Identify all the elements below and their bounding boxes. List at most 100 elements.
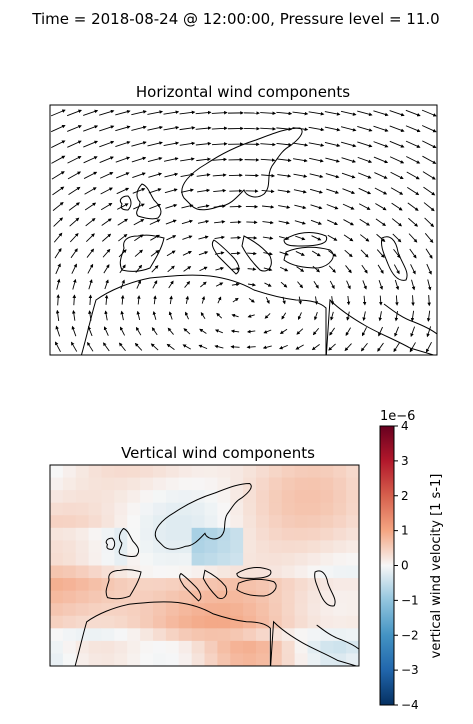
heatmap-cell <box>307 465 321 479</box>
heatmap-cell <box>346 615 359 629</box>
wind-arrow <box>133 219 145 226</box>
heatmap-cell <box>191 653 205 666</box>
wind-arrow <box>261 189 275 194</box>
wind-arrow <box>201 295 206 304</box>
wind-arrow <box>215 282 224 287</box>
heatmap-cell <box>165 615 180 629</box>
wind-arrow <box>279 251 289 256</box>
coastline-segment <box>105 537 116 550</box>
heatmap-cell <box>191 590 205 604</box>
wind-arrow <box>280 281 288 288</box>
heatmap-cell <box>140 565 154 579</box>
heatmap-cell <box>140 578 154 592</box>
wind-arrow <box>67 156 82 164</box>
heatmap-cell <box>333 578 347 592</box>
heatmap-cell <box>256 628 270 642</box>
wind-arrow <box>358 187 372 195</box>
heatmap-cell <box>320 603 334 617</box>
wind-arrow <box>104 310 108 321</box>
heatmap-cell <box>178 552 193 566</box>
heatmap-cell <box>268 628 283 642</box>
wind-arrow <box>373 125 389 132</box>
heatmap-cell <box>88 565 102 579</box>
wind-arrow <box>327 234 338 241</box>
wind-arrow <box>325 173 340 179</box>
heatmap-cell <box>114 552 128 566</box>
wind-arrow <box>67 125 82 132</box>
wind-arrow <box>358 172 372 179</box>
wind-arrow <box>87 341 94 352</box>
wind-arrow <box>276 111 293 116</box>
wind-arrow <box>374 187 388 195</box>
heatmap-cell <box>346 565 359 579</box>
heatmap-cell <box>50 540 64 554</box>
heatmap-cell <box>88 515 102 529</box>
coastline-segment <box>119 195 132 211</box>
wind-arrow <box>346 311 350 321</box>
heatmap-cell <box>204 628 218 642</box>
heatmap-cell <box>243 603 257 617</box>
wind-arrow <box>88 279 93 290</box>
colorbar-tick-label: −3 <box>401 663 419 677</box>
wind-arrow <box>405 125 421 133</box>
wind-arrow <box>88 294 93 306</box>
coastline-segment <box>154 482 252 550</box>
heatmap-cell <box>281 615 296 629</box>
heatmap-cell <box>127 603 141 617</box>
heatmap-cell <box>165 490 180 504</box>
wind-arrow <box>149 219 161 225</box>
heatmap-cell <box>75 603 90 617</box>
wind-arrow <box>427 279 432 291</box>
wind-arrow <box>134 342 143 351</box>
heatmap-cell <box>333 490 347 504</box>
heatmap-cell <box>333 590 347 604</box>
wind-arrow <box>296 266 305 272</box>
wind-arrow <box>50 109 66 117</box>
heatmap-cell <box>346 603 359 617</box>
wind-arrow <box>389 156 405 164</box>
heatmap-cell <box>50 490 64 504</box>
heatmap-cell <box>256 465 270 479</box>
wind-arrow <box>183 266 192 272</box>
heatmap-cell <box>294 640 308 654</box>
heatmap-cell <box>320 565 334 579</box>
heatmap-cell <box>204 578 218 592</box>
heatmap-cell <box>178 540 193 554</box>
wind-arrow <box>167 327 174 335</box>
heatmap-cell <box>62 603 77 617</box>
wind-arrow <box>407 202 419 211</box>
heatmap-cell <box>153 515 167 529</box>
wind-arrow <box>115 141 131 147</box>
colorbar-ticks: −4 −3 −2 −1 0 1 2 3 4 <box>394 419 419 712</box>
wind-arrow <box>294 220 306 225</box>
wind-arrow <box>72 294 77 306</box>
wind-arrow <box>217 296 222 304</box>
wind-arrow <box>392 233 402 243</box>
wind-arrow <box>423 202 435 212</box>
heatmap-cell <box>346 515 359 529</box>
heatmap-cell <box>256 515 270 529</box>
wind-arrow <box>281 312 287 320</box>
heatmap-cell <box>101 615 115 629</box>
wind-arrow <box>151 265 159 273</box>
heatmap-cell <box>294 477 308 491</box>
heatmap-cell <box>294 552 308 566</box>
wind-arrow <box>104 294 109 305</box>
heatmap-cell <box>101 490 115 504</box>
wind-arrow <box>51 171 65 180</box>
heatmap-cell <box>165 465 180 479</box>
heatmap-cell <box>88 628 102 642</box>
heatmap-cell <box>50 590 64 604</box>
wind-arrow <box>308 126 325 132</box>
heatmap-cell <box>127 640 141 654</box>
wind-arrow <box>69 217 80 227</box>
wind-arrow <box>165 219 177 225</box>
wind-arrow <box>411 295 415 307</box>
heatmap-cell <box>191 465 205 479</box>
wind-arrow <box>378 311 383 322</box>
heatmap-cell <box>165 640 180 654</box>
wind-arrow <box>277 189 291 194</box>
heatmap-cell <box>230 465 244 479</box>
heatmap-cell <box>140 477 154 491</box>
heatmap-cell <box>333 552 347 566</box>
